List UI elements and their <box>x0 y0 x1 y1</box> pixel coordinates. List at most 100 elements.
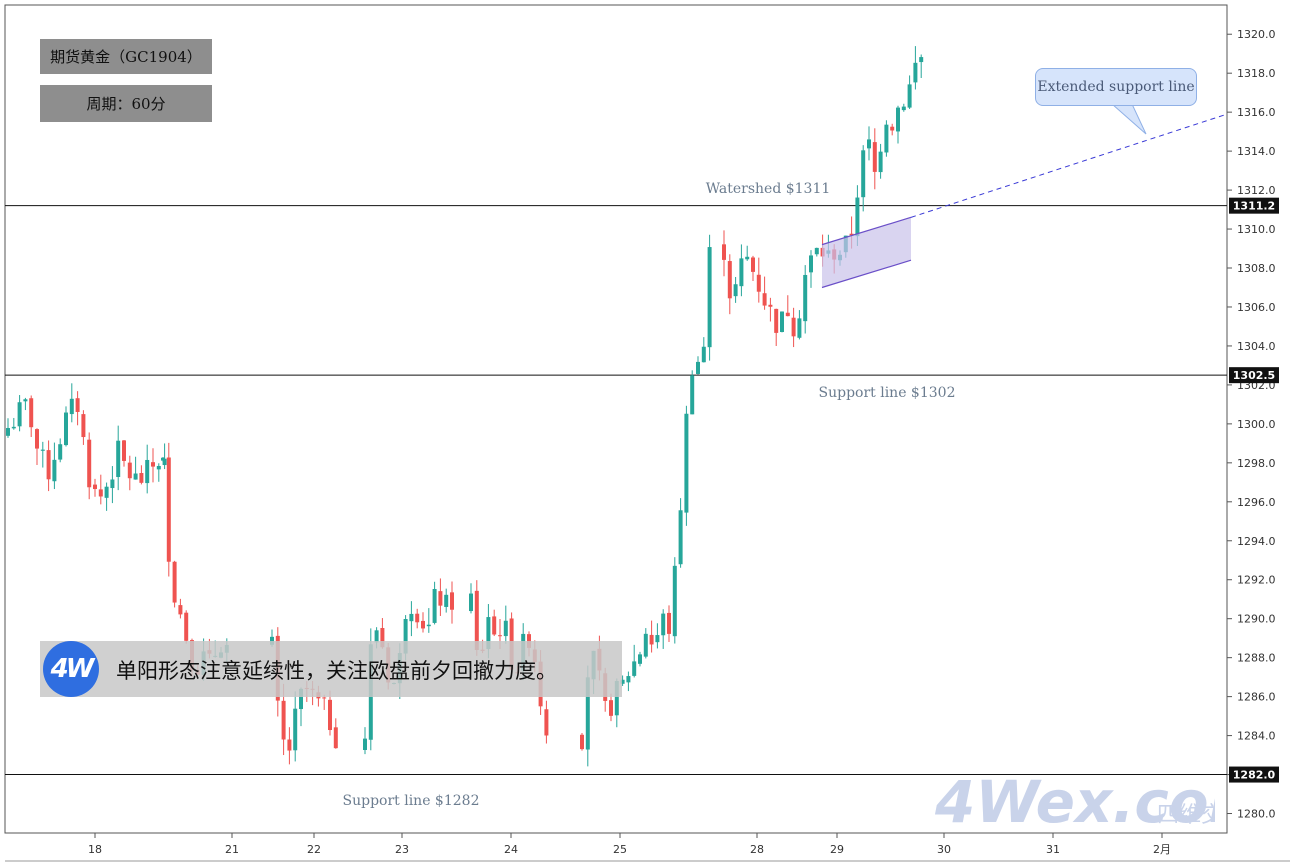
x-tick-label: 2月 <box>1153 843 1171 856</box>
candle-down <box>768 304 773 307</box>
callout-text: Extended support line <box>1037 79 1195 95</box>
candle-down <box>328 699 332 731</box>
y-tick-label: 1292.0 <box>1237 574 1276 587</box>
candle-up <box>116 440 121 478</box>
x-tick-label: 22 <box>307 843 321 856</box>
y-tick-label: 1288.0 <box>1237 652 1276 665</box>
x-tick-label: 29 <box>830 843 844 856</box>
candle-down <box>87 439 92 488</box>
candle-up <box>270 636 274 645</box>
candle-down <box>333 727 338 749</box>
candle-down <box>474 590 479 651</box>
candle-up <box>661 613 666 636</box>
y-tick-label: 1284.0 <box>1237 730 1276 743</box>
candle-up <box>684 413 689 513</box>
candle-down <box>178 605 183 615</box>
candle-down <box>544 709 549 736</box>
candle-down <box>438 591 443 606</box>
candle-up <box>299 688 303 710</box>
candle-up <box>64 412 68 446</box>
callout-pointer <box>1110 103 1147 135</box>
x-tick-label: 25 <box>613 843 627 856</box>
candle-down <box>727 261 732 299</box>
candle-up <box>745 256 750 260</box>
x-tick-label: 21 <box>225 843 239 856</box>
candle-down <box>415 613 420 623</box>
candle-down <box>281 700 286 740</box>
channel-lower-line <box>821 259 912 289</box>
candle-up <box>901 106 906 111</box>
extended-support-line <box>910 113 1228 218</box>
candle-up <box>614 680 619 716</box>
candle-up <box>6 428 10 436</box>
candle-up <box>620 679 625 684</box>
candle-up <box>867 139 871 149</box>
candle-up <box>363 738 367 750</box>
y-tick-label: 1314.0 <box>1237 145 1276 158</box>
candle-up <box>409 613 414 622</box>
y-tick-label: 1318.0 <box>1237 67 1276 80</box>
y-tick-label: 1296.0 <box>1237 496 1276 509</box>
candle-up <box>503 620 508 637</box>
candle-up <box>11 426 16 429</box>
candle-up <box>690 375 695 415</box>
candle-up <box>145 459 150 484</box>
x-tick-label: 28 <box>750 843 764 856</box>
candle-down <box>890 126 895 131</box>
candle-up <box>733 284 738 297</box>
candle-down <box>498 635 502 637</box>
plot-frame <box>4 4 1228 834</box>
candle-up <box>486 617 491 650</box>
candle-up <box>104 486 109 498</box>
candle-down <box>785 312 790 317</box>
candle-down <box>322 697 327 699</box>
candle-up <box>293 708 298 751</box>
candle-up <box>855 197 860 237</box>
candle-down <box>81 414 86 438</box>
candle-up <box>161 457 165 461</box>
candle-up <box>133 473 138 480</box>
candle-down <box>756 274 761 292</box>
candle-down <box>762 293 767 306</box>
y-tick-label: 1286.0 <box>1237 691 1276 704</box>
period-label: 周期：60分 <box>40 85 212 122</box>
candle-down <box>849 233 854 236</box>
candle-up <box>638 654 642 664</box>
watermark-cn: 四维交易 <box>1157 803 1215 828</box>
candle-up <box>432 588 437 623</box>
candle-down <box>380 628 385 648</box>
candle-up <box>878 151 883 173</box>
watermark-logo: 4Wex.com 四维交易 <box>935 772 1215 832</box>
x-tick-label: 24 <box>504 843 518 856</box>
y-tick-label: 1308.0 <box>1237 262 1276 275</box>
price-flag <box>1229 197 1279 214</box>
price-flag-label: 1302.5 <box>1233 369 1275 382</box>
candle-up <box>919 57 924 63</box>
candle-down <box>872 142 877 172</box>
candle-down <box>421 620 425 629</box>
candle-up <box>585 677 590 750</box>
candle-up <box>861 150 866 198</box>
x-tick-label: 31 <box>1046 843 1060 856</box>
candle-down <box>93 484 97 490</box>
candle-down <box>46 450 51 480</box>
candle-up <box>23 399 28 402</box>
candle-up <box>52 459 57 482</box>
x-tick-label: 30 <box>937 843 951 856</box>
candle-up <box>907 84 912 108</box>
extended-support-callout: Extended support line <box>1035 68 1197 106</box>
y-tick-label: 1300.0 <box>1237 418 1276 431</box>
candle-down <box>75 398 80 412</box>
candle-up <box>374 630 379 643</box>
instrument-label: 期货黄金（GC1904） <box>40 39 212 74</box>
candle-up <box>780 311 784 333</box>
candle-down <box>29 398 34 428</box>
y-tick-label: 1294.0 <box>1237 535 1276 548</box>
candle-down <box>492 616 497 635</box>
candle-up <box>707 247 712 348</box>
y-tick-label: 1316.0 <box>1237 106 1276 119</box>
candle-up <box>678 510 683 565</box>
candle-up <box>643 633 648 657</box>
